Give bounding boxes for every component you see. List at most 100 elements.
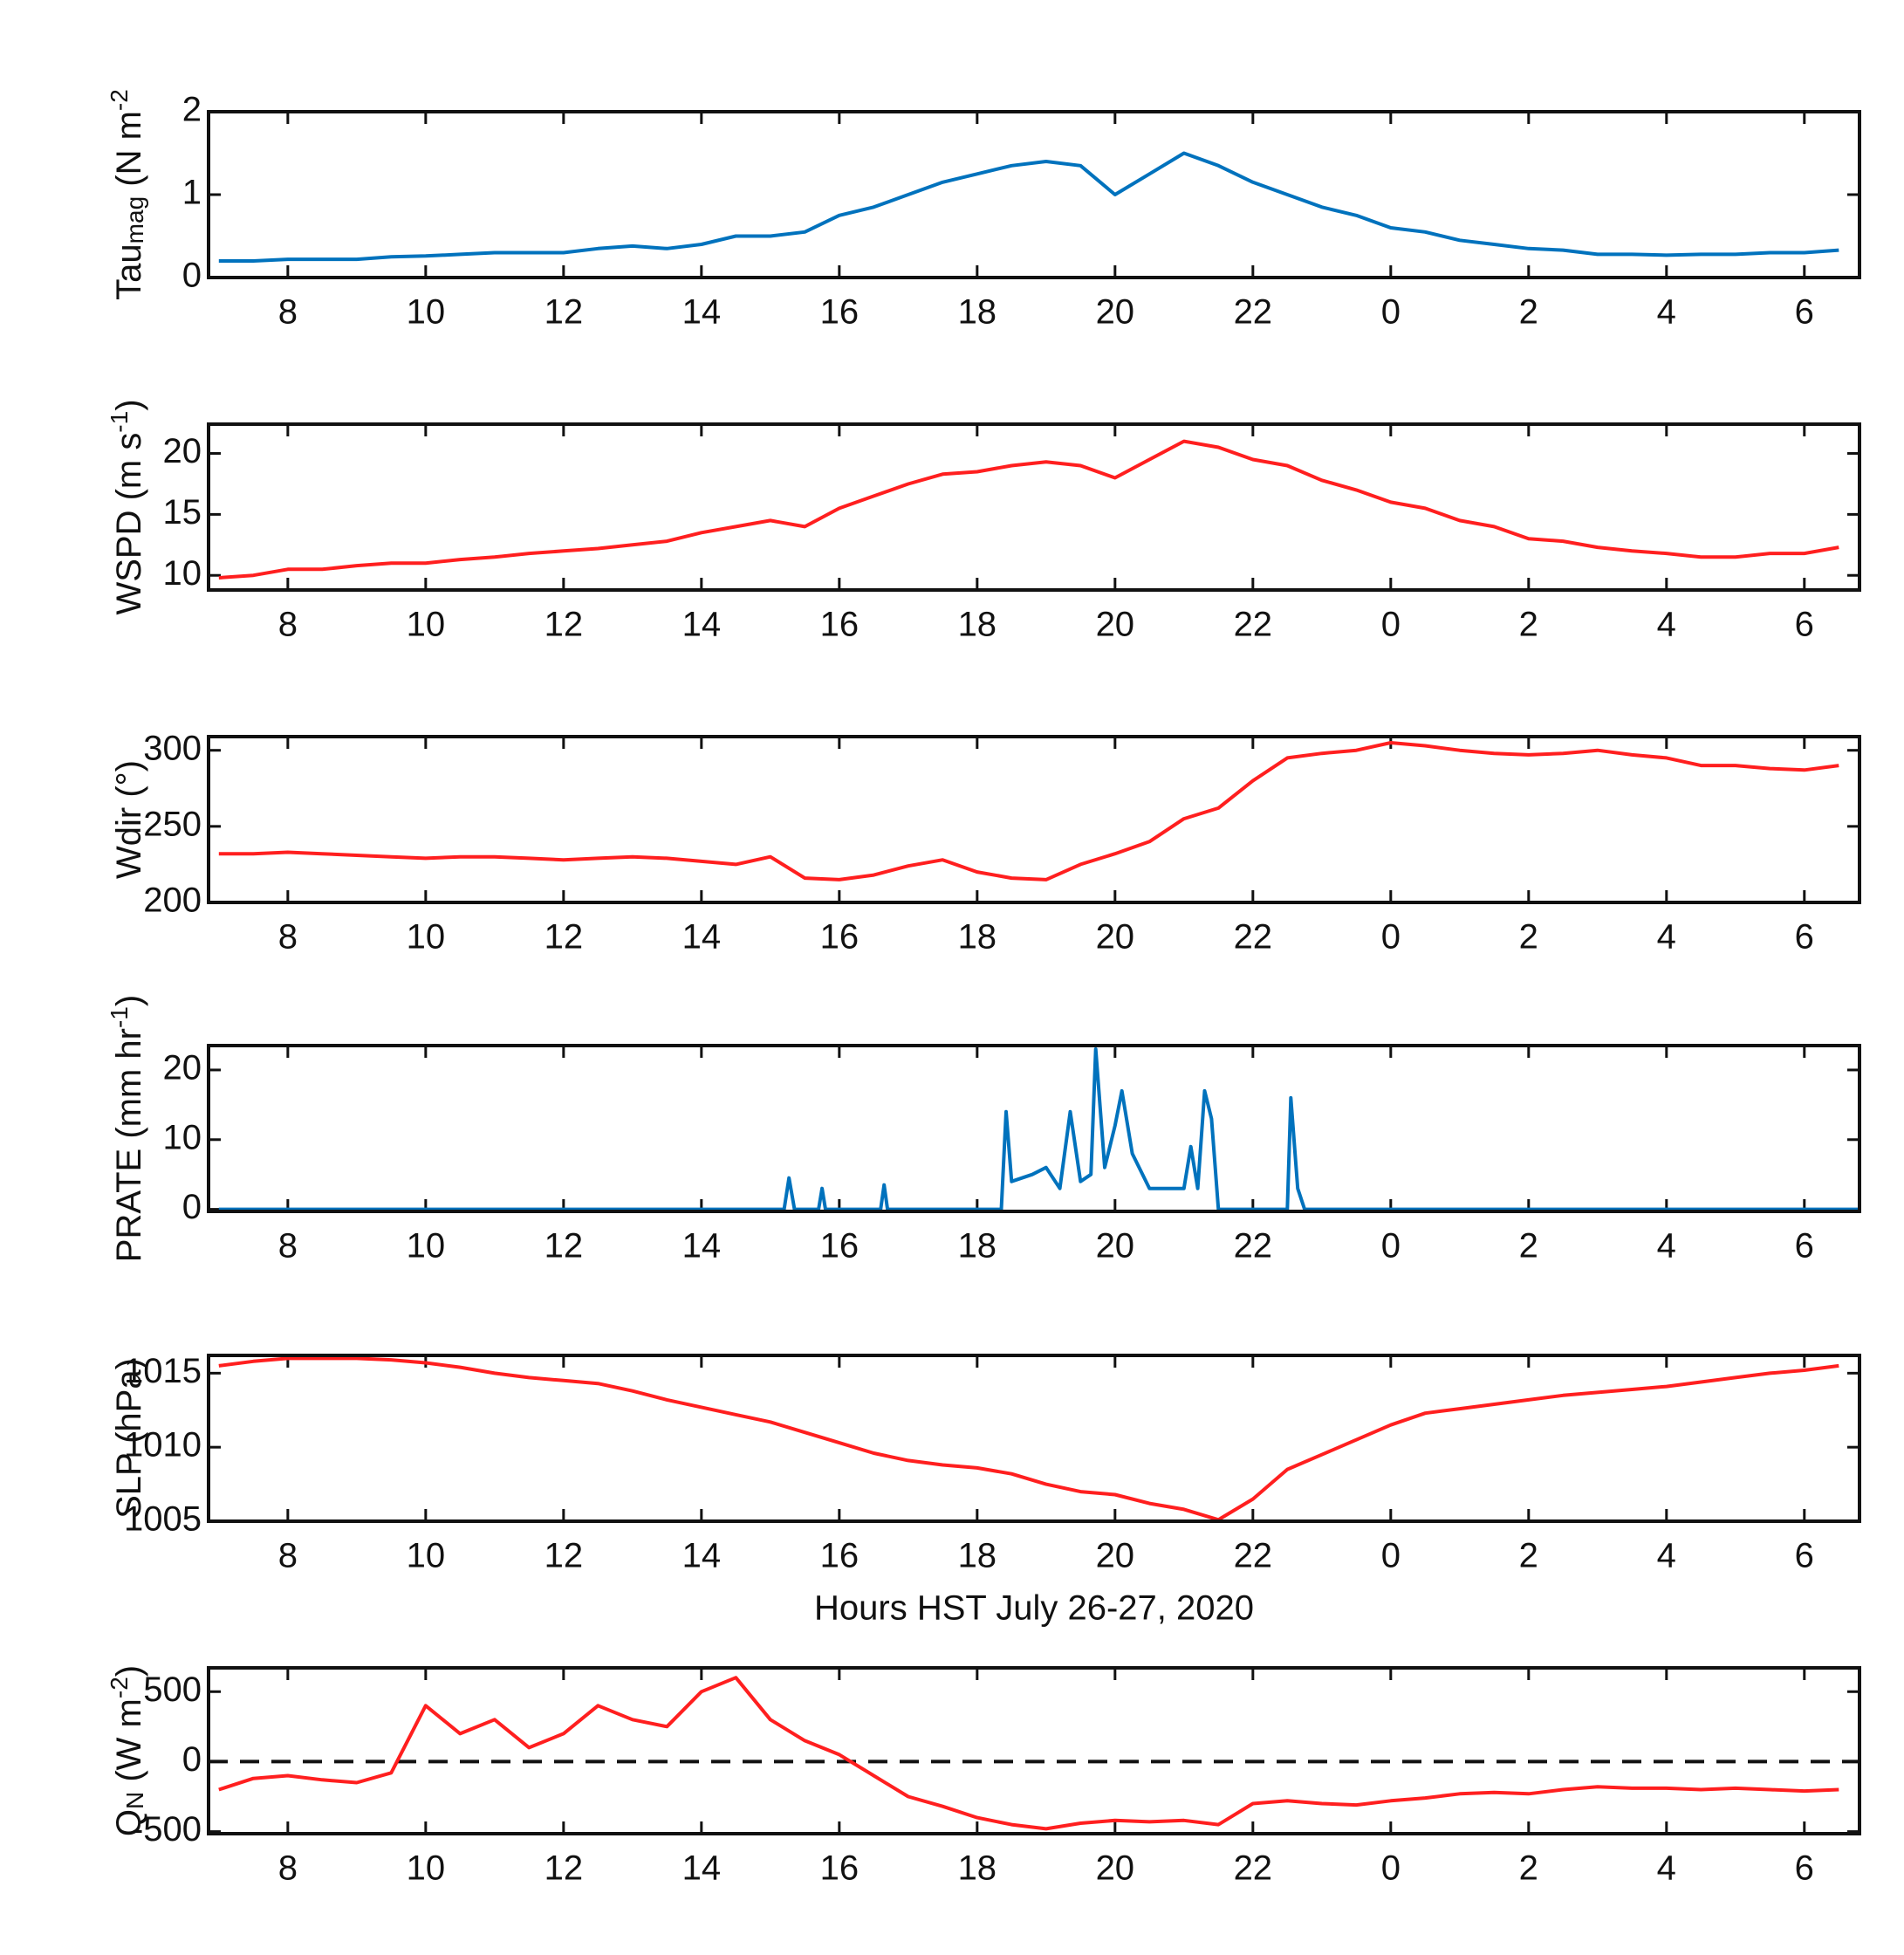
x-tick-label: 22 (1234, 606, 1273, 644)
panel: 8 10 12 14 16 18 20 22 0 2 4 6 10 15 20 WSPD (m s-1) (106, 399, 1861, 644)
axes-frame (207, 1044, 1861, 1213)
y-tick-label: 0 (182, 1188, 202, 1226)
x-tick-label: 18 (958, 1537, 997, 1575)
y-axis-label-part: N (121, 1792, 148, 1809)
y-axis-label: WSPD (m s-1) (106, 399, 147, 614)
y-tick-label: 0 (182, 257, 202, 295)
x-tick-label: 4 (1657, 293, 1676, 332)
x-tick-label: 16 (820, 918, 860, 957)
y-axis-label-part: Q (110, 1809, 148, 1836)
x-tick-label: 22 (1234, 1227, 1273, 1266)
y-axis-label-part: WSPD (m s (110, 433, 148, 615)
x-tick-label: 0 (1381, 293, 1401, 332)
x-tick-label: 16 (820, 606, 860, 644)
y-tick-label: 20 (163, 1049, 202, 1087)
y-axis-label: Taumag (N m-2 (106, 89, 148, 300)
x-axis-label: Hours HST July 26-27, 2020 (814, 1589, 1254, 1628)
y-tick-label: 10 (163, 1118, 202, 1156)
y-tick-label: 20 (163, 432, 202, 470)
x-tick-label: 4 (1657, 1537, 1676, 1575)
x-tick-label: 16 (820, 1227, 860, 1266)
x-tick-label: 8 (278, 606, 298, 644)
y-tick-label: 1005 (124, 1500, 202, 1539)
x-tick-label: 20 (1096, 918, 1135, 957)
axes-frame (207, 110, 1861, 279)
x-tick-label: 6 (1795, 1227, 1814, 1266)
x-tick-label: 0 (1381, 606, 1401, 644)
axes-frame (207, 1354, 1861, 1523)
x-tick-label: 22 (1234, 293, 1273, 332)
x-tick-label: 8 (278, 293, 298, 332)
y-tick-label: 200 (143, 881, 202, 920)
x-tick-label: 12 (544, 293, 584, 332)
x-tick-label: 18 (958, 918, 997, 957)
x-tick-label: 20 (1096, 1227, 1135, 1266)
x-tick-label: 6 (1795, 1537, 1814, 1575)
y-tick-label: 250 (143, 805, 202, 843)
y-tick-label: 1015 (124, 1352, 202, 1390)
x-tick-label: 14 (682, 1227, 722, 1266)
x-tick-label: 20 (1096, 1537, 1135, 1575)
x-tick-label: 14 (682, 1537, 722, 1575)
x-tick-label: 16 (820, 293, 860, 332)
x-tick-label: 14 (682, 918, 722, 957)
y-axis-label: PRATE (mm hr-1) (106, 995, 147, 1262)
y-axis-label-part: -1 (106, 1006, 133, 1028)
x-tick-label: 6 (1795, 293, 1814, 332)
y-axis-label-part: Tau (110, 244, 148, 300)
x-tick-label: 2 (1519, 606, 1538, 644)
y-axis-label-part: ) (110, 399, 148, 410)
y-axis-label: Wdir (°) (110, 760, 148, 879)
data-line (218, 741, 1839, 881)
axes-frame (207, 735, 1861, 904)
y-axis-label-part: (W m (110, 1698, 148, 1792)
data-line (218, 1047, 1859, 1211)
y-axis-label: SLP (hPa) (110, 1358, 148, 1519)
x-tick-label: 16 (820, 1849, 860, 1888)
y-axis-label-part: Wdir (°) (110, 760, 148, 879)
x-tick-label: 12 (544, 1849, 584, 1888)
y-tick-label: 1 (182, 174, 202, 212)
x-tick-label: 2 (1519, 1537, 1538, 1575)
y-axis-label-part: -2 (106, 89, 133, 111)
x-tick-label: 22 (1234, 1537, 1273, 1575)
x-tick-label: 18 (958, 606, 997, 644)
x-tick-label: 14 (682, 606, 722, 644)
x-tick-label: 0 (1381, 918, 1401, 957)
x-tick-label: 2 (1519, 918, 1538, 957)
x-tick-label: 0 (1381, 1227, 1401, 1266)
x-tick-label: 2 (1519, 1227, 1538, 1266)
x-tick-label: 14 (682, 293, 722, 332)
x-tick-label: 18 (958, 293, 997, 332)
data-line (218, 1676, 1839, 1831)
x-tick-label: 4 (1657, 918, 1676, 957)
x-tick-label: 12 (544, 1227, 584, 1266)
x-tick-label: 20 (1096, 293, 1135, 332)
data-line (218, 151, 1839, 263)
x-tick-label: 22 (1234, 918, 1273, 957)
x-tick-label: 12 (544, 606, 584, 644)
y-axis-label-part: PRATE (mm hr (110, 1028, 148, 1262)
y-axis-label-part: SLP (hPa) (110, 1358, 148, 1519)
y-axis-label-part: ) (110, 995, 148, 1006)
y-axis-label-part: (N m (110, 111, 148, 196)
x-tick-label: 16 (820, 1537, 860, 1575)
y-axis-label-part: mag (121, 196, 148, 244)
y-tick-label: 15 (163, 493, 202, 532)
x-tick-label: 8 (278, 1849, 298, 1888)
y-tick-label: 0 (182, 1740, 202, 1779)
x-tick-label: 8 (278, 918, 298, 957)
x-tick-label: 20 (1096, 606, 1135, 644)
y-tick-label: 500 (143, 1670, 202, 1709)
x-tick-label: 2 (1519, 1849, 1538, 1888)
y-axis-label: QN (W m-2) (106, 1665, 148, 1836)
x-tick-label: 0 (1381, 1537, 1401, 1575)
x-tick-label: 10 (407, 918, 446, 957)
axes-frame (207, 1666, 1861, 1835)
x-tick-label: 10 (407, 293, 446, 332)
data-line (218, 1356, 1839, 1521)
x-tick-label: 4 (1657, 1227, 1676, 1266)
